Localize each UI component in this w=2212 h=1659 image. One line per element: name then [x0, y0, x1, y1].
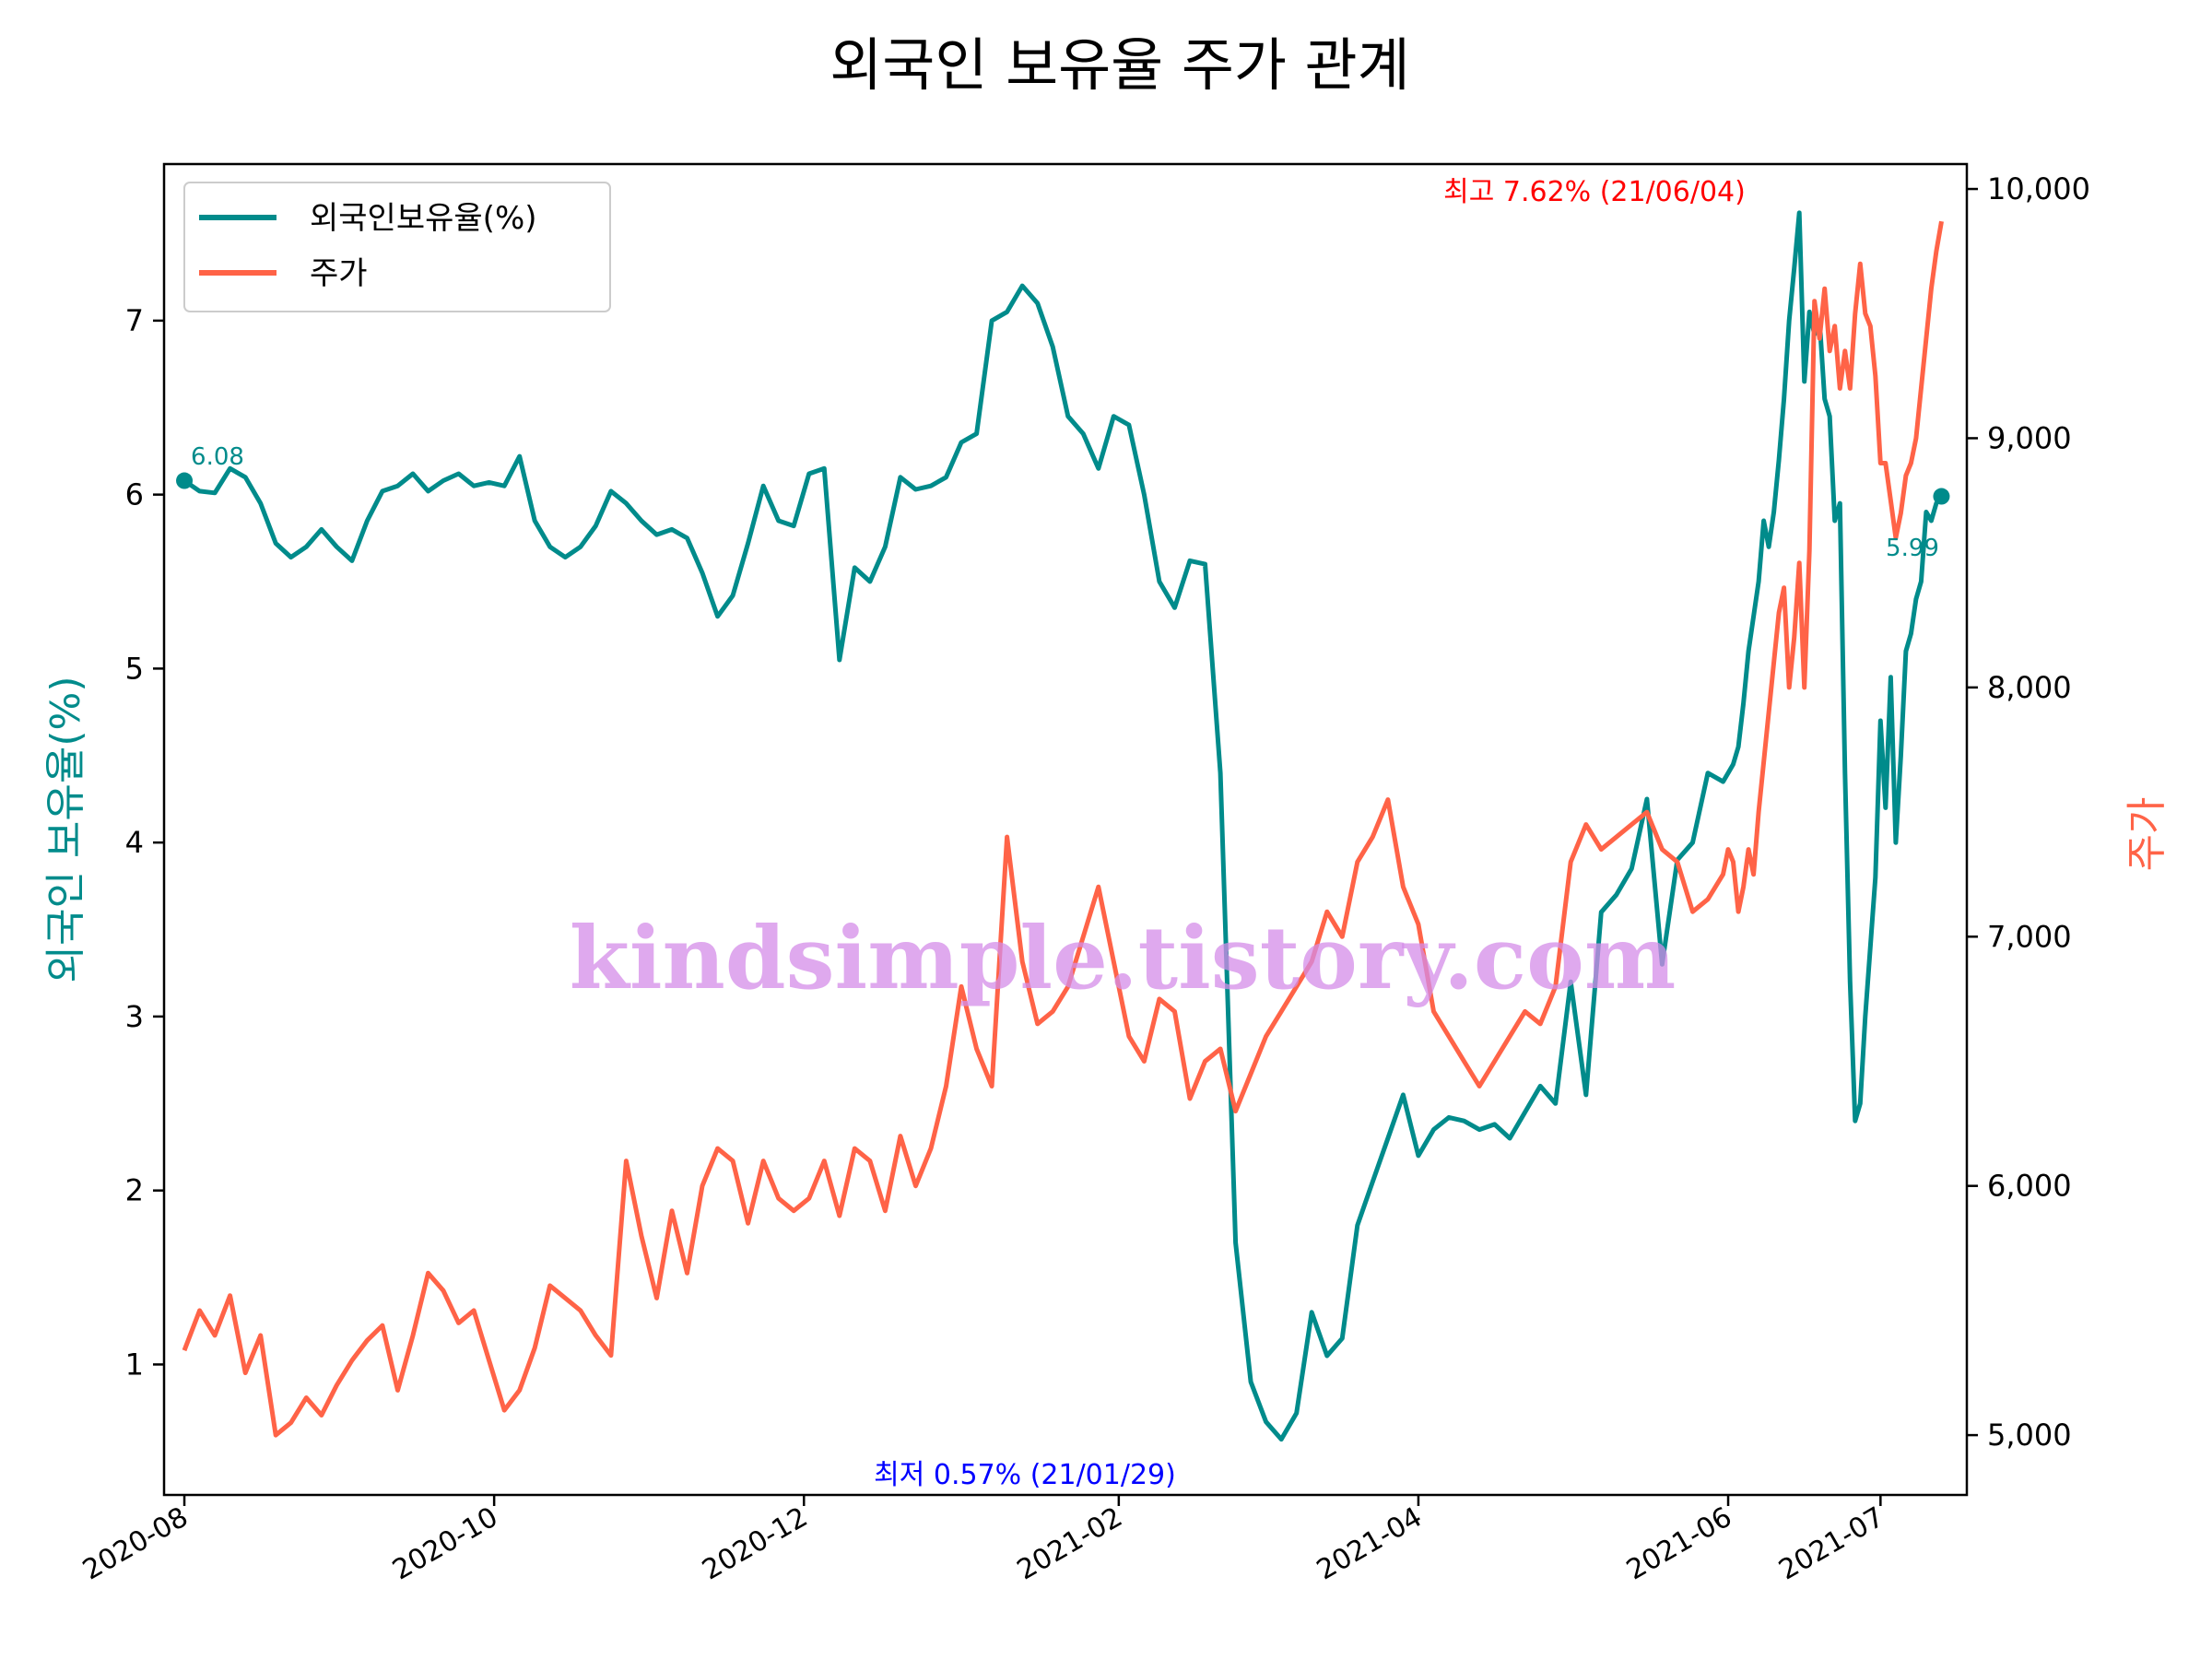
right-tick-label: 7,000 [1987, 919, 2072, 954]
x-tick-label: 2021-02 [1012, 1501, 1128, 1587]
start-value-label: 6.08 [191, 443, 244, 471]
right-tick-label: 8,000 [1987, 670, 2072, 705]
x-tick-label: 2021-07 [1773, 1501, 1889, 1587]
chart-title: 외국인 보유율 주가 관계 [830, 31, 1410, 99]
right-tick-label: 10,000 [1987, 171, 2090, 206]
right-tick-label: 5,000 [1987, 1418, 2072, 1453]
right-axis-label: 주가 [2124, 797, 2171, 872]
left-tick-label: 5 [125, 651, 144, 686]
left-tick-label: 3 [125, 999, 144, 1034]
legend-label-holding: 외국인보유율(%) [310, 200, 537, 237]
x-tick-label: 2021-04 [1312, 1501, 1428, 1587]
left-tick-label: 6 [125, 477, 144, 512]
series-line-holding [182, 210, 1944, 1442]
axis-layer: 2020-08 2020-10 2020-12 2021-02 2021-04 2021-… [77, 171, 2090, 1587]
left-tick-label: 4 [125, 825, 144, 860]
x-tick-label: 2021-06 [1621, 1501, 1737, 1587]
plot-frame [162, 162, 1969, 1497]
left-tick-label: 7 [125, 303, 144, 338]
max-annotation: 최고 7.62% (21/06/04) [1443, 176, 1746, 208]
left-tick-label: 1 [125, 1347, 144, 1382]
legend: 외국인보유율(%) 주가 [183, 182, 611, 312]
x-tick-label: 2020-10 [387, 1501, 503, 1587]
left-axis-label: 외국인 보유율(%) [42, 676, 89, 982]
min-annotation: 최저 0.57% (21/01/29) [874, 1459, 1176, 1491]
line-layer [176, 210, 1950, 1442]
series-line-price [182, 220, 1944, 1438]
legend-label-price: 주가 [310, 255, 368, 292]
start-marker [176, 472, 194, 489]
right-tick-label: 9,000 [1987, 420, 2072, 455]
end-value-label: 5.99 [1886, 535, 1939, 562]
watermark: kindsimple.tistory.com [570, 908, 1677, 1009]
end-marker [1933, 488, 1950, 505]
x-tick-label: 2020-12 [697, 1501, 813, 1587]
left-tick-label: 2 [125, 1173, 144, 1208]
right-tick-label: 6,000 [1987, 1169, 2072, 1204]
x-tick-label: 2020-08 [77, 1501, 194, 1587]
legend-box [183, 182, 611, 312]
